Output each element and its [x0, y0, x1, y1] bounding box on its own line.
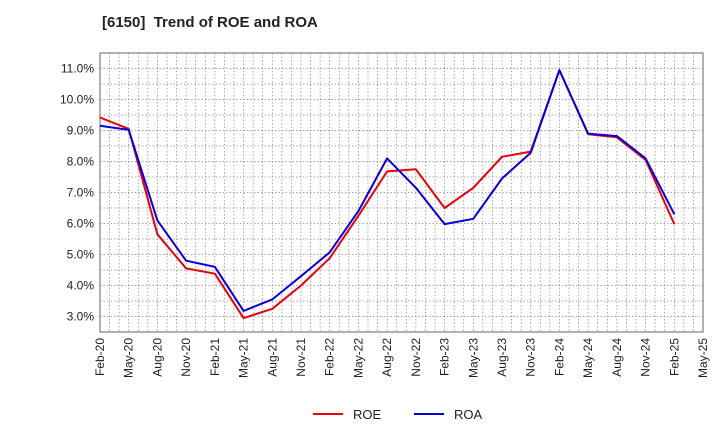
y-tick-label: 11.0% — [61, 62, 94, 76]
series-layer — [99, 69, 676, 320]
x-tick-label: Nov-23 — [524, 338, 538, 377]
y-tick-label: 4.0% — [67, 279, 95, 293]
x-tick-label: May-23 — [466, 338, 480, 378]
x-axis-ticks: Feb-20 May-20 Aug-20 Nov-20 Feb-21 May-21 Aug-… — [93, 338, 710, 378]
legend: ROE ROA — [313, 407, 483, 422]
series-line-roa — [99, 69, 676, 312]
x-tick-label: Feb-22 — [323, 338, 337, 376]
x-tick-label: Feb-24 — [552, 338, 566, 376]
y-tick-label: 3.0% — [67, 310, 95, 324]
y-tick-label: 8.0% — [67, 155, 95, 169]
x-tick-label: Nov-24 — [639, 338, 653, 377]
y-tick-label: 6.0% — [67, 217, 95, 231]
grid-layer — [100, 52, 703, 333]
plot-frame — [99, 52, 704, 333]
chart-title: [6150] Trend of ROE and ROA — [102, 14, 318, 31]
legend-label-roa: ROA — [454, 407, 483, 422]
x-tick-label: Aug-22 — [380, 338, 394, 377]
x-tick-label: Nov-22 — [409, 338, 423, 377]
x-tick-label: Feb-25 — [667, 338, 681, 376]
x-tick-label: Aug-23 — [495, 338, 509, 377]
x-tick-label: Aug-20 — [150, 338, 164, 377]
x-tick-label: May-24 — [581, 338, 595, 378]
y-tick-label: 10.0% — [60, 93, 94, 107]
x-tick-label: May-20 — [122, 338, 136, 378]
legend-label-roe: ROE — [353, 407, 382, 422]
y-tick-label: 9.0% — [67, 124, 95, 138]
y-tick-label: 5.0% — [67, 248, 95, 262]
x-tick-label: Feb-21 — [208, 338, 222, 376]
x-tick-label: Feb-20 — [93, 338, 107, 376]
x-tick-label: May-22 — [351, 338, 365, 378]
x-tick-label: May-25 — [696, 338, 710, 378]
x-tick-label: Nov-20 — [179, 338, 193, 377]
x-tick-label: Aug-24 — [610, 338, 624, 377]
x-tick-label: Aug-21 — [265, 338, 279, 377]
y-axis-ticks: 3.0% 4.0% 5.0% 6.0% 7.0% 8.0% 9.0% 10.0% 11.0% — [60, 62, 94, 324]
x-tick-label: Nov-21 — [294, 338, 308, 377]
x-tick-label: May-21 — [237, 338, 251, 378]
x-tick-label: Feb-23 — [438, 338, 452, 376]
y-tick-label: 7.0% — [67, 186, 95, 200]
